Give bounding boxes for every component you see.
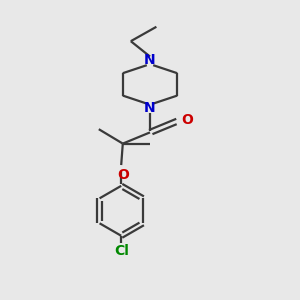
Text: N: N	[144, 101, 156, 116]
Text: N: N	[144, 53, 156, 68]
Text: O: O	[181, 112, 193, 127]
Text: O: O	[117, 168, 129, 182]
Text: Cl: Cl	[114, 244, 129, 258]
